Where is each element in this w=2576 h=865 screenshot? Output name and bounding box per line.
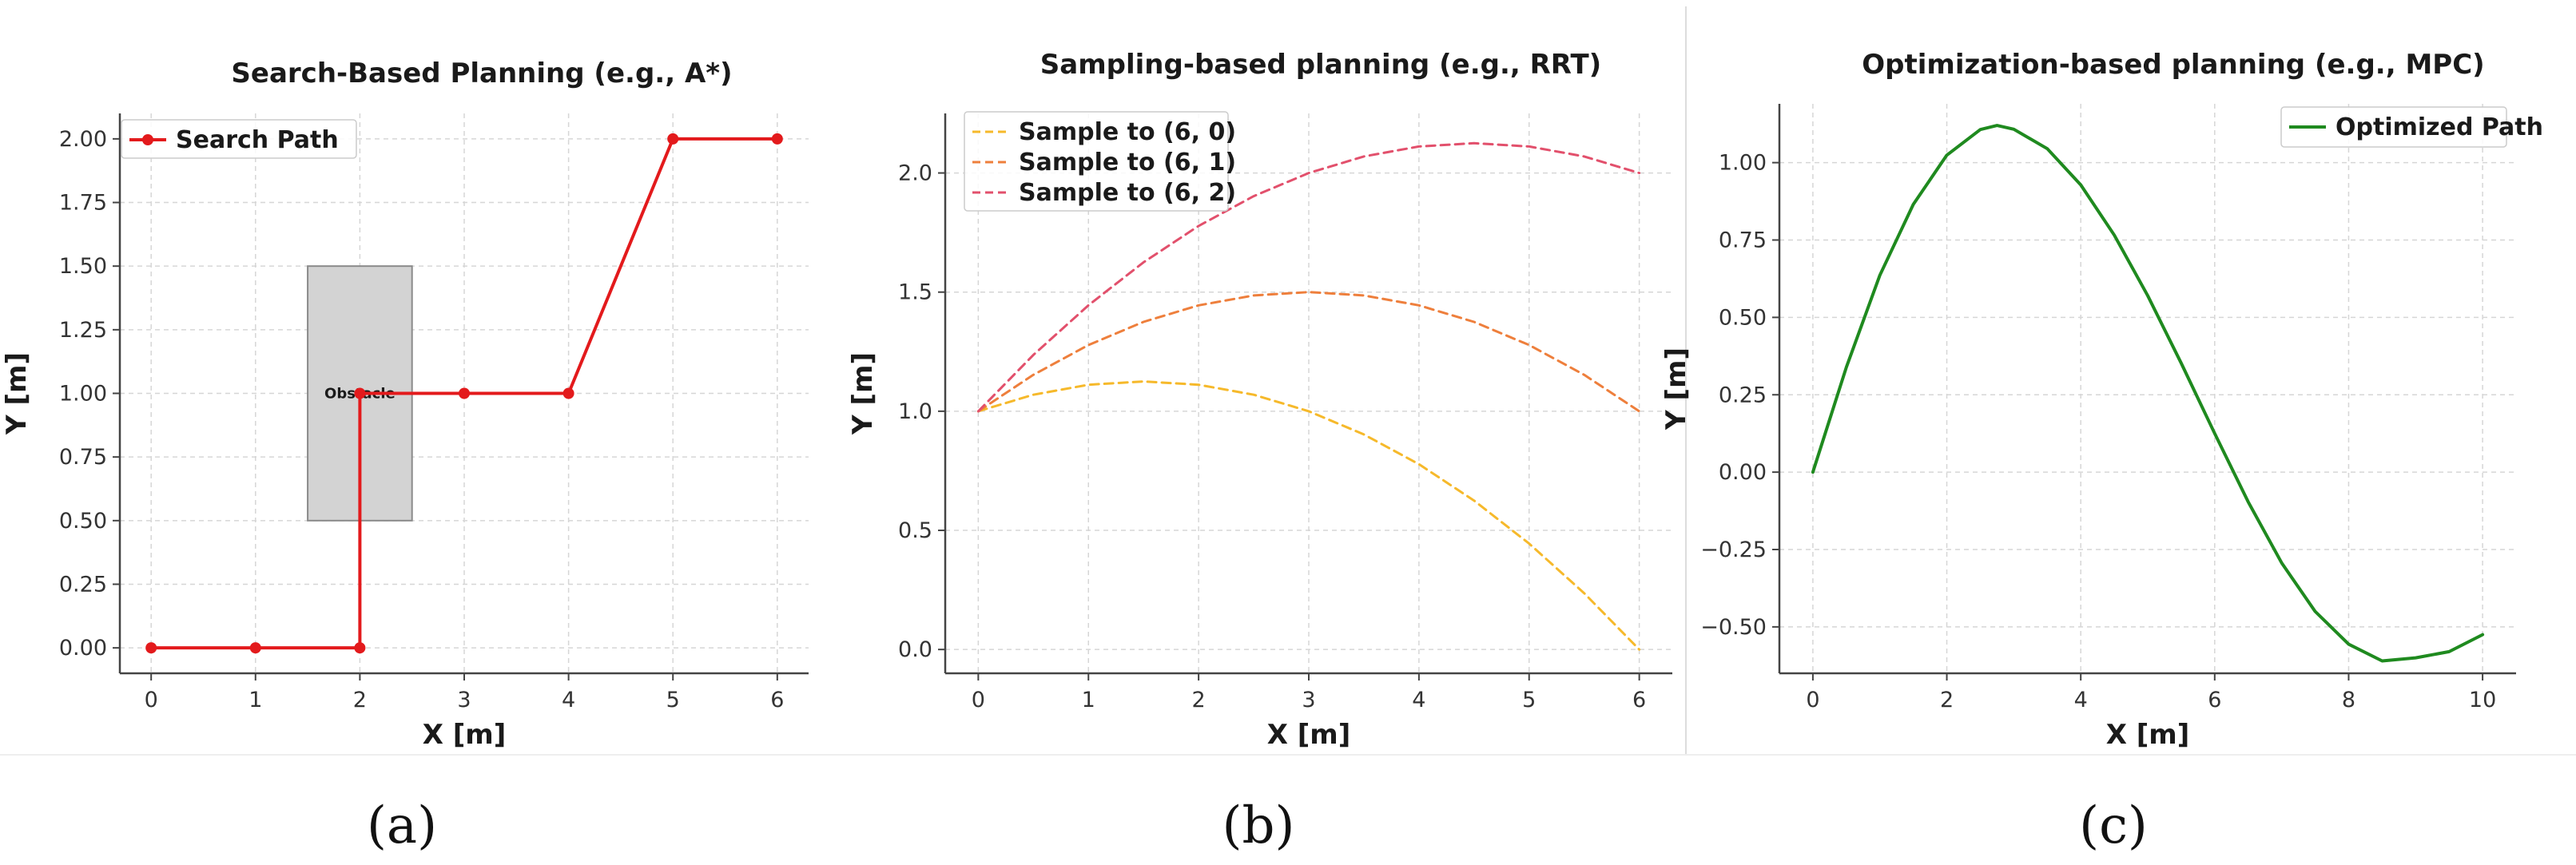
x-tick-label: 2 bbox=[353, 688, 367, 712]
legend-label-3: Sample to (6, 2) bbox=[1019, 179, 1236, 207]
y-axis-label: Y [m] bbox=[1, 352, 33, 435]
legend-box bbox=[121, 119, 357, 159]
panel-label-c: (c) bbox=[2079, 796, 2148, 855]
x-tick-label: 3 bbox=[1302, 688, 1315, 712]
data-point bbox=[354, 387, 366, 399]
optimization-based-chart: 0 2 4 6 8 10 −0.50 −0.25 0.00 0.25 0.50 0.75 1.00 Opt… bbox=[1660, 49, 2543, 751]
data-point bbox=[563, 387, 574, 399]
data-point bbox=[145, 642, 157, 654]
y-tick-label: 0.75 bbox=[59, 445, 107, 470]
sampling-based-chart: 0 1 2 3 4 5 6 0.0 0.5 1.0 1.5 2.0 Sampling-based pla… bbox=[847, 49, 1672, 751]
y-tick-label: 1.00 bbox=[59, 382, 107, 407]
data-point bbox=[354, 642, 366, 654]
x-tick-label: 2 bbox=[1940, 688, 1954, 712]
y-axis-label: Y [m] bbox=[847, 352, 879, 435]
chart-title: Optimization-based planning (e.g., MPC) bbox=[1862, 49, 2484, 81]
series-line-2 bbox=[976, 291, 1641, 413]
y-tick-label: 2.0 bbox=[898, 161, 932, 186]
y-tick-label: 0.25 bbox=[1719, 383, 1767, 407]
data-point bbox=[459, 387, 470, 399]
data-point bbox=[771, 133, 783, 145]
x-tick-label: 6 bbox=[2208, 688, 2221, 712]
series-line-1 bbox=[976, 380, 1641, 651]
y-tick-label: 1.00 bbox=[1719, 151, 1767, 176]
x-tick-label: 3 bbox=[457, 688, 471, 712]
panel-label-a: (a) bbox=[367, 796, 437, 855]
x-tick-label: 1 bbox=[1082, 688, 1095, 712]
x-tick-label: 2 bbox=[1192, 688, 1206, 712]
x-tick-label: 4 bbox=[562, 688, 575, 712]
x-tick-label: 0 bbox=[1806, 688, 1819, 712]
y-tick-label: 0.00 bbox=[1719, 460, 1767, 485]
y-tick-label: 1.0 bbox=[898, 399, 932, 424]
x-tick-label: 5 bbox=[666, 688, 680, 712]
y-tick-label: 0.25 bbox=[59, 572, 107, 597]
y-tick-label: 0.75 bbox=[1719, 228, 1767, 253]
y-tick-label: 0.50 bbox=[59, 509, 107, 534]
x-axis-label: X [m] bbox=[423, 719, 507, 751]
series-line-1 bbox=[149, 137, 779, 650]
data-point bbox=[249, 642, 261, 654]
legend-box bbox=[2280, 106, 2507, 148]
legend-box bbox=[964, 111, 1229, 212]
x-tick-label: 8 bbox=[2342, 688, 2355, 712]
panel-label-b: (b) bbox=[1222, 796, 1295, 855]
legend-label-1: Optimized Path bbox=[2335, 113, 2543, 141]
x-axis-label: X [m] bbox=[1267, 719, 1351, 751]
x-tick-label: 1 bbox=[248, 688, 262, 712]
x-tick-label: 0 bbox=[972, 688, 985, 712]
legend-label-1: Search Path bbox=[176, 126, 339, 154]
y-tick-label: 1.75 bbox=[59, 191, 107, 216]
y-tick-label: 0.50 bbox=[1719, 305, 1767, 330]
legend-label-1: Sample to (6, 0) bbox=[1019, 118, 1236, 146]
x-tick-label: 6 bbox=[1632, 688, 1646, 712]
y-tick-label: 1.50 bbox=[59, 254, 107, 279]
y-tick-label: −0.25 bbox=[1700, 538, 1767, 562]
y-tick-label: 1.5 bbox=[898, 280, 932, 305]
y-tick-label: 0.5 bbox=[898, 518, 932, 543]
series-line-3 bbox=[976, 141, 1641, 413]
data-point bbox=[667, 133, 679, 145]
x-tick-label: 5 bbox=[1522, 688, 1536, 712]
legend-marker bbox=[142, 134, 153, 145]
x-tick-label: 0 bbox=[145, 688, 158, 712]
x-tick-label: 6 bbox=[770, 688, 784, 712]
chart-title: Sampling-based planning (e.g., RRT) bbox=[1040, 49, 1601, 81]
x-axis-label: X [m] bbox=[2106, 719, 2190, 751]
y-tick-label: −0.50 bbox=[1700, 615, 1767, 640]
y-tick-label: 2.00 bbox=[59, 127, 107, 152]
y-tick-label: 1.25 bbox=[59, 318, 107, 343]
legend-label-2: Sample to (6, 1) bbox=[1019, 149, 1236, 177]
series-line-1 bbox=[1811, 124, 2485, 663]
x-tick-label: 4 bbox=[1412, 688, 1425, 712]
x-tick-label: 4 bbox=[2074, 688, 2088, 712]
chart-title: Search-Based Planning (e.g., A*) bbox=[231, 58, 732, 89]
x-tick-label: 10 bbox=[2469, 688, 2496, 712]
search-based-chart: Obstacle01234560.000.250.500.751.001.251… bbox=[1, 58, 809, 751]
y-axis-label: Y [m] bbox=[1660, 347, 1692, 431]
y-tick-label: 0.00 bbox=[59, 636, 107, 661]
y-tick-label: 0.0 bbox=[898, 637, 932, 662]
